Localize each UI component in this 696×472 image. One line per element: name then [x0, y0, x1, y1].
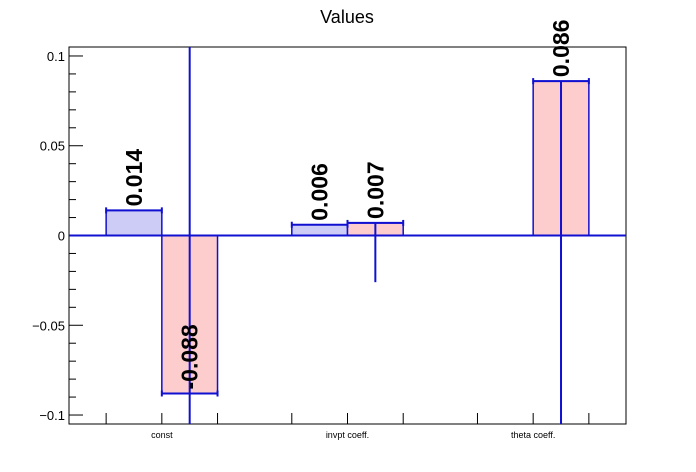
error-bars: [105, 47, 590, 424]
x-tick-label: theta coeff.: [511, 430, 555, 440]
data-label: -0.088: [177, 324, 203, 389]
x-tick-label: const: [151, 430, 173, 440]
y-tick-label: 0: [58, 229, 65, 244]
data-label: 0.086: [548, 20, 574, 78]
y-tick-label: 0.05: [40, 139, 65, 154]
y-tick-label: −0.1: [39, 408, 65, 423]
data-labels: 0.014 0.006 -0.088 0.007 0.086: [121, 20, 574, 390]
y-tick-label: −0.05: [32, 318, 65, 333]
chart-title: Values: [320, 7, 374, 27]
bar-series1: [291, 223, 349, 237]
y-tick-label: 0.1: [47, 49, 65, 64]
bar-series1: [105, 209, 163, 237]
x-tick-label: invpt coeff.: [326, 430, 369, 440]
y-tick-labels: −0.1 −0.05 0 0.05 0.1: [32, 49, 65, 423]
data-label: 0.014: [121, 149, 147, 207]
data-label: 0.006: [307, 163, 333, 221]
x-tick-labels: const invpt coeff. theta coeff.: [151, 430, 555, 440]
data-label: 0.007: [362, 161, 388, 219]
axis-ticks: [69, 55, 590, 424]
